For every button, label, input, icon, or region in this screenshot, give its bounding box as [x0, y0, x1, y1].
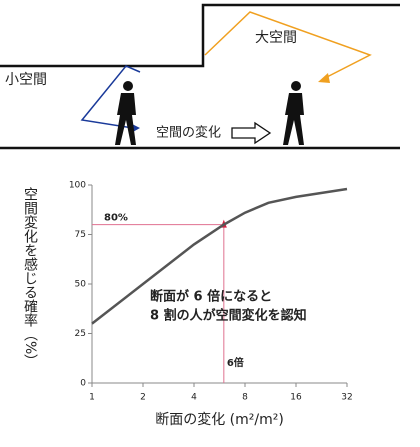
arrow-head [318, 73, 330, 83]
y-tick-label: 100 [69, 181, 86, 191]
annotation: 8 割の人が空間変化を認知 [150, 308, 307, 324]
change-label: 空間の変化 [156, 125, 221, 141]
small-space-path [80, 65, 141, 129]
x-tick-label: 4 [191, 393, 197, 403]
change-arrow [231, 121, 272, 145]
large-space-label: 大空間 [255, 30, 297, 46]
y-tick-label: 0 [80, 379, 86, 389]
x-axis-label: 断面の変化 (m²/m²) [155, 411, 284, 428]
walker [115, 81, 304, 145]
y-axis-label: 空間変化を感じる確率（%） [22, 187, 38, 368]
reference-x-label: 6倍 [227, 356, 244, 369]
large-space-path [204, 11, 372, 79]
corridor [0, 3, 400, 150]
annotation: 断面が 6 倍になると [150, 289, 272, 305]
small-space-label: 小空間 [5, 72, 47, 88]
y-tick-label: 25 [75, 329, 86, 339]
y-tick-label: 75 [75, 230, 86, 240]
reference-y-label: 80% [104, 213, 128, 224]
x-tick-label: 1 [89, 393, 95, 403]
x-tick-label: 2 [140, 393, 146, 403]
x-tick-label: 32 [341, 393, 352, 403]
y-tick-label: 50 [75, 280, 87, 290]
x-tick-label: 8 [242, 393, 248, 403]
x-tick-label: 16 [290, 393, 302, 403]
data-line [91, 187, 348, 325]
chart: 0 25 50 75 100 1 2 4 8 16 32 断面の変化 (m²/m²) 空間変化を感じる確… [22, 181, 353, 429]
